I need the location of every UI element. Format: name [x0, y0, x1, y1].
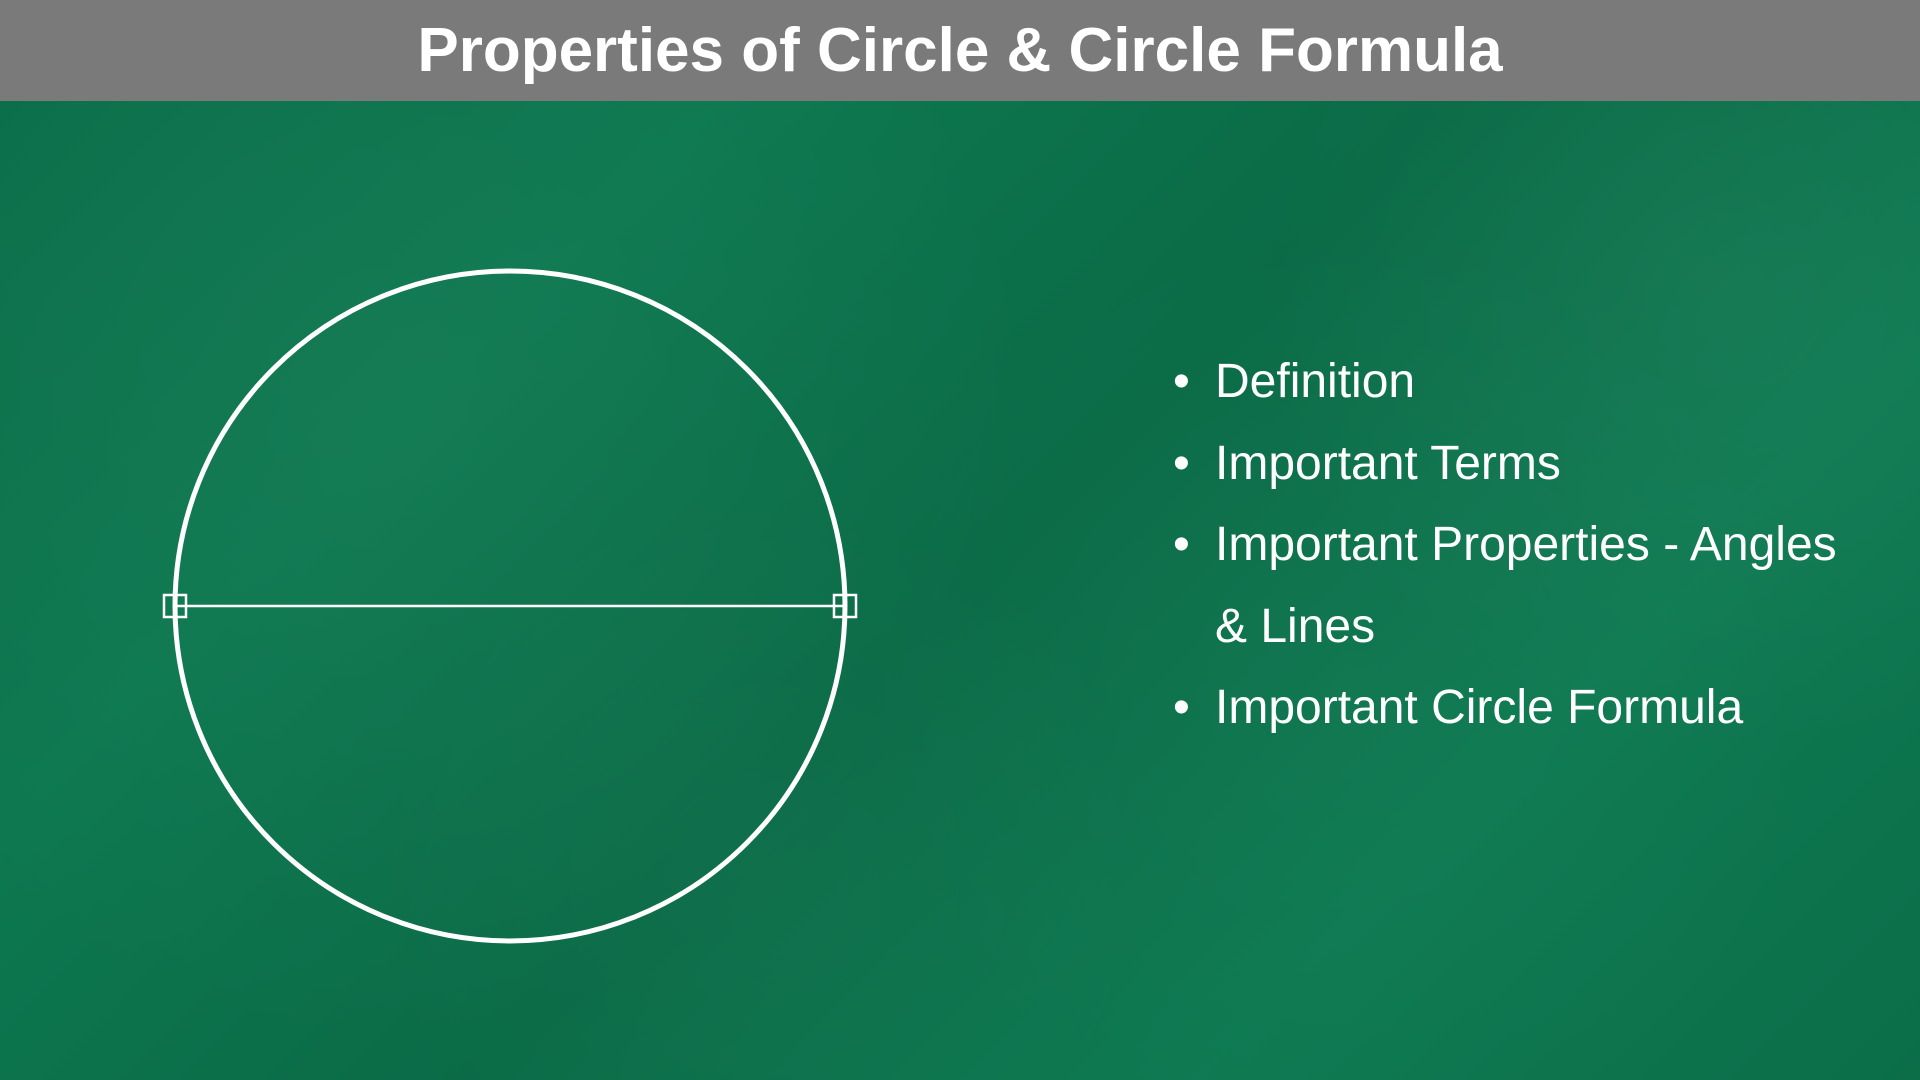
topic-list: Definition Important Terms Important Pro… [1165, 341, 1880, 749]
circle-diagram [80, 206, 870, 976]
circle-svg [80, 206, 870, 976]
list-item: Important Properties - Angles & Lines [1165, 504, 1880, 667]
bullet-list-area: Definition Important Terms Important Pro… [1165, 341, 1880, 749]
list-item: Definition [1165, 341, 1880, 423]
list-item: Important Circle Formula [1165, 667, 1880, 749]
chalkboard-content: Definition Important Terms Important Pro… [0, 101, 1920, 1080]
slide: Properties of Circle & Circle Formula De… [0, 0, 1920, 1080]
list-item: Important Terms [1165, 423, 1880, 505]
page-title: Properties of Circle & Circle Formula [0, 15, 1920, 86]
header-bar: Properties of Circle & Circle Formula [0, 0, 1920, 101]
